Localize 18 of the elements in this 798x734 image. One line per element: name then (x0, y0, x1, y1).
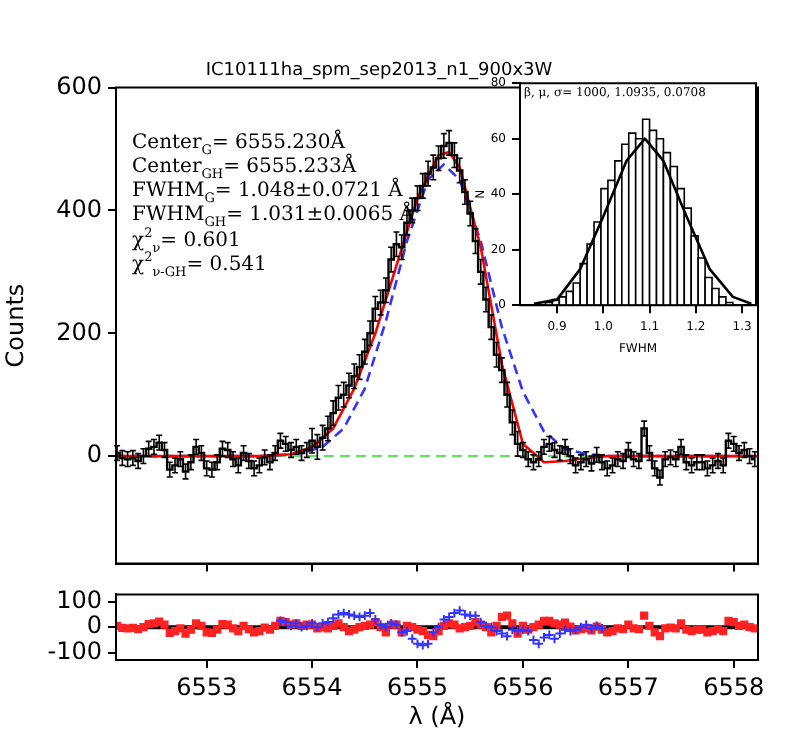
y-tick-label: -100 (47, 637, 102, 666)
y-tick-label: 600 (56, 71, 102, 100)
annotation: FWHM$_{G}$= 1.048±0.0721 Å (132, 180, 403, 207)
annotation: Center$_{GH}$= 6555.233Å (132, 156, 357, 182)
x-tick-label: 6558 (703, 672, 765, 701)
x-axis-title: λ (Å) (408, 699, 466, 730)
x-tick-label: 6557 (597, 672, 659, 701)
y-tick-label: 0 (86, 440, 102, 469)
y-tick-label: 200 (56, 317, 102, 346)
y-tick-label: 400 (56, 194, 102, 223)
y-axis-title: Counts (0, 283, 29, 368)
x-tick-label: 6556 (492, 672, 554, 701)
x-tick-label: 6553 (176, 672, 238, 701)
x-tick-label: 6555 (386, 672, 449, 701)
x-tick-label: 6554 (281, 672, 343, 701)
annotation: Center$_{G}$= 6555.230Å (132, 131, 345, 158)
y-tick-label: 0 (86, 611, 102, 640)
y-tick-label: 100 (56, 585, 102, 614)
